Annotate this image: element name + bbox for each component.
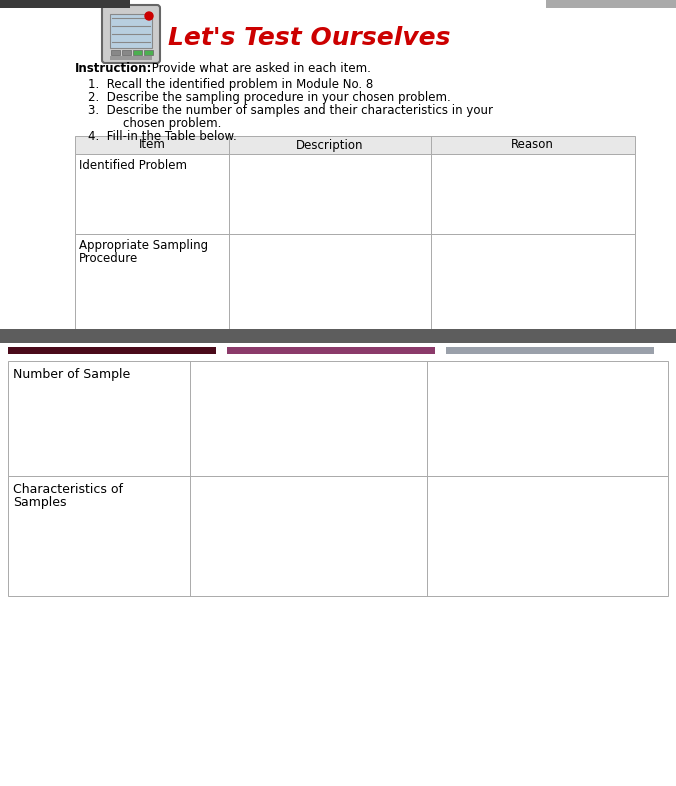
Text: Reason: Reason [511, 138, 554, 152]
Bar [8, 347, 216, 354]
Bar [75, 154, 635, 234]
Text: Samples: Samples [13, 496, 66, 509]
Bar [110, 14, 152, 48]
Bar [0, 0, 130, 8]
Bar [110, 56, 152, 60]
Bar [0, 0, 676, 395]
Text: 4.  Fill-in the Table below.: 4. Fill-in the Table below. [88, 130, 237, 143]
Bar [446, 347, 654, 354]
Text: 2.  Describe the sampling procedure in your chosen problem.: 2. Describe the sampling procedure in yo… [88, 91, 451, 104]
Circle shape [145, 12, 153, 20]
Bar [75, 136, 635, 154]
Text: Procedure: Procedure [79, 252, 139, 265]
Bar [227, 347, 435, 354]
Bar [111, 50, 120, 55]
Text: Appropriate Sampling: Appropriate Sampling [79, 239, 208, 252]
Bar [122, 50, 131, 55]
Text: Characteristics of: Characteristics of [13, 483, 123, 496]
Bar [75, 234, 635, 329]
Text: Description: Description [296, 138, 364, 152]
Text: 1.  Recall the identified problem in Module No. 8: 1. Recall the identified problem in Modu… [88, 78, 373, 91]
Bar [8, 361, 668, 476]
Text: Provide what are asked in each item.: Provide what are asked in each item. [148, 62, 371, 75]
Text: Item: Item [139, 138, 166, 152]
Text: Let's Test Ourselves: Let's Test Ourselves [168, 26, 450, 50]
Bar [0, 354, 676, 786]
Text: Identified Problem: Identified Problem [79, 159, 187, 172]
Text: Number of Sample: Number of Sample [13, 368, 130, 381]
Bar [0, 329, 676, 343]
FancyBboxPatch shape [102, 5, 160, 63]
Text: Instruction:: Instruction: [75, 62, 152, 75]
Bar [8, 476, 668, 596]
Text: chosen problem.: chosen problem. [108, 117, 221, 130]
Text: 3.  Describe the number of samples and their characteristics in your: 3. Describe the number of samples and th… [88, 104, 493, 117]
Bar [133, 50, 142, 55]
Bar [144, 50, 153, 55]
Bar [546, 0, 676, 8]
